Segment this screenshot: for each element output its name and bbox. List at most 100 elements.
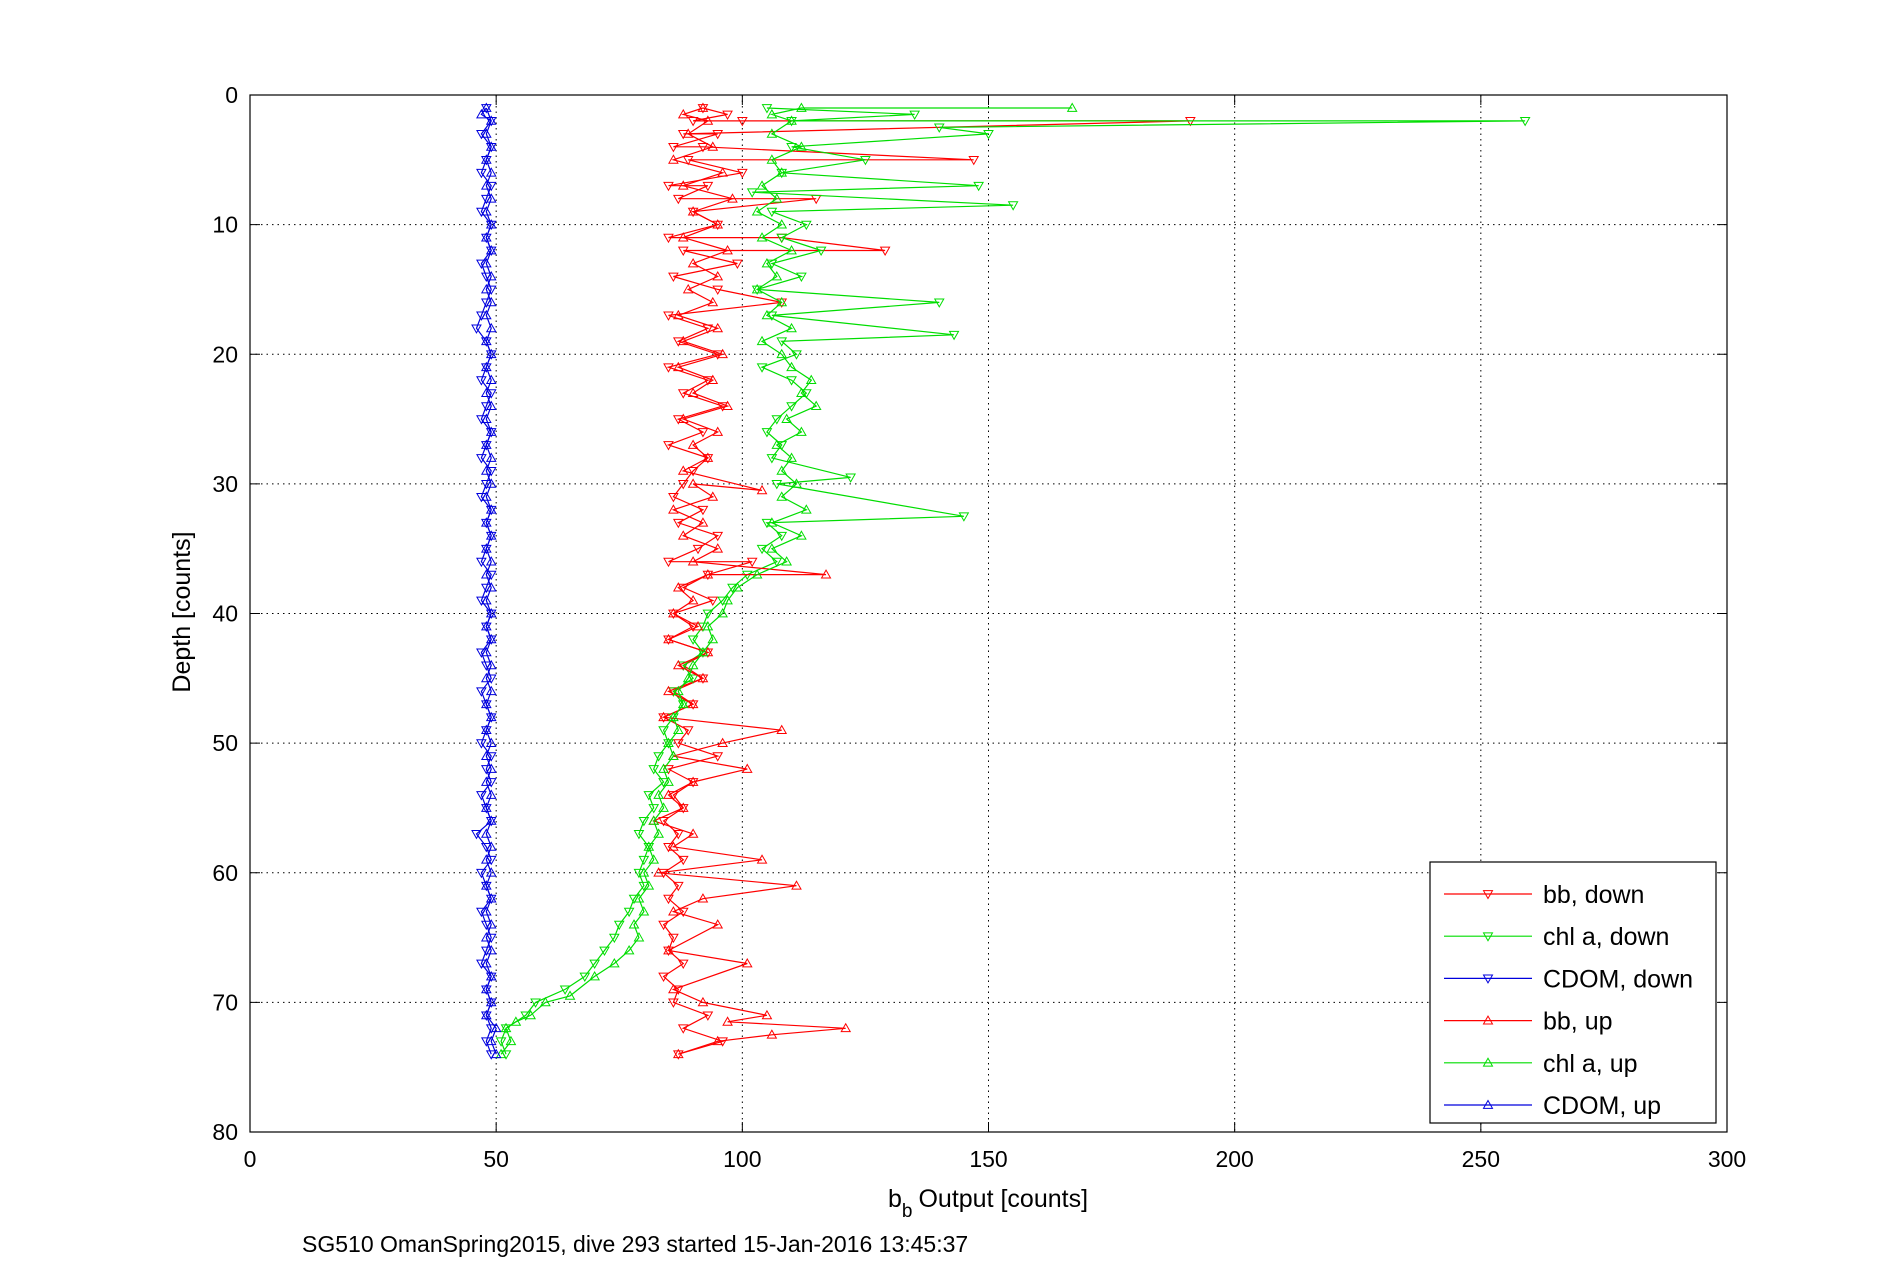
- data-point: [476, 868, 487, 879]
- data-point: [485, 374, 497, 385]
- data-point: [480, 622, 492, 632]
- data-point: [687, 595, 699, 605]
- data-point: [623, 945, 635, 955]
- data-point: [687, 478, 699, 488]
- legend-label: chl a, down: [1543, 923, 1669, 951]
- data-point: [485, 141, 497, 151]
- data-point: [525, 1009, 536, 1020]
- y-tick-label: 0: [225, 82, 238, 108]
- data-point: [500, 1024, 512, 1034]
- x-tick-label: 200: [1215, 1146, 1253, 1172]
- data-point: [766, 128, 778, 138]
- data-point: [480, 750, 492, 760]
- data-point: [485, 789, 497, 799]
- data-point: [485, 763, 497, 773]
- data-point: [682, 128, 694, 138]
- data-point: [480, 441, 492, 451]
- data-point: [480, 932, 492, 942]
- data-point: [677, 855, 689, 866]
- data-point: [480, 465, 492, 475]
- data-point: [677, 959, 689, 969]
- data-point: [485, 478, 497, 488]
- data-point: [663, 181, 674, 192]
- data-point: [559, 985, 571, 995]
- data-point: [687, 659, 699, 670]
- data-point: [702, 115, 714, 125]
- data-point: [668, 142, 679, 153]
- data-point: [682, 726, 694, 736]
- data-point: [820, 569, 832, 579]
- data-point: [677, 389, 689, 399]
- x-axis-title-main: b: [888, 1185, 902, 1213]
- data-point: [480, 363, 492, 373]
- legend-marker: [1482, 1057, 1494, 1067]
- data-point: [702, 609, 714, 620]
- data-point: [485, 167, 497, 177]
- data-point: [485, 609, 497, 620]
- legend-label: bb, up: [1543, 1008, 1613, 1036]
- data-point: [658, 763, 669, 773]
- data-point: [766, 1029, 778, 1039]
- y-tick-label: 50: [212, 730, 238, 756]
- data-point: [480, 206, 492, 216]
- data-point: [677, 246, 689, 257]
- data-point: [697, 102, 709, 112]
- data-point: [653, 828, 664, 838]
- data-point: [480, 232, 492, 242]
- data-point: [485, 582, 497, 592]
- data-point: [1519, 117, 1531, 127]
- series-line: [500, 107, 1073, 1055]
- data-point: [717, 167, 729, 177]
- data-point: [648, 854, 660, 864]
- data-point: [677, 907, 689, 918]
- data-point: [471, 324, 482, 334]
- legend: bb, down chl a, down CDOM, down bb, up chl a…: [1429, 861, 1717, 1124]
- data-point: [879, 246, 891, 257]
- data-point: [485, 737, 497, 747]
- data-point: [776, 531, 788, 542]
- data-point: [727, 193, 738, 203]
- x-tick-label: 0: [244, 1146, 257, 1172]
- data-point: [480, 104, 492, 114]
- data-point: [480, 700, 492, 710]
- data-point: [608, 957, 620, 968]
- legend-marker: [1482, 1015, 1494, 1025]
- legend-label: CDOM, up: [1543, 1092, 1661, 1120]
- data-point: [485, 452, 497, 462]
- legend-marker: [1482, 1099, 1494, 1109]
- data-point: [776, 298, 788, 308]
- data-point: [810, 400, 822, 410]
- data-point: [796, 530, 807, 540]
- data-point: [480, 854, 492, 864]
- legend-marker: [1482, 932, 1494, 942]
- data-point: [756, 335, 768, 346]
- data-point: [677, 1024, 689, 1034]
- data-point: [485, 531, 497, 542]
- data-point: [638, 867, 650, 877]
- data-point: [672, 518, 684, 529]
- data-point: [485, 919, 497, 929]
- data-point: [633, 932, 645, 942]
- data-point: [933, 298, 945, 308]
- data-point: [485, 505, 497, 516]
- data-point: [480, 985, 492, 995]
- data-point: [1007, 201, 1019, 211]
- data-point: [485, 998, 497, 1008]
- data-point: [776, 337, 788, 347]
- data-point: [983, 130, 994, 140]
- data-point: [480, 361, 492, 372]
- data-point: [786, 142, 797, 153]
- data-point: [485, 1035, 497, 1046]
- data-point: [485, 220, 497, 231]
- data-point: [480, 128, 492, 138]
- data-point: [485, 400, 497, 410]
- data-point: [712, 543, 724, 553]
- data-point: [761, 1009, 773, 1020]
- data-point: [658, 972, 669, 982]
- data-point: [628, 919, 640, 929]
- data-point: [480, 439, 492, 449]
- data-point: [746, 557, 758, 568]
- data-point: [480, 517, 492, 527]
- data-point: [510, 1016, 522, 1026]
- data-point: [712, 1035, 724, 1046]
